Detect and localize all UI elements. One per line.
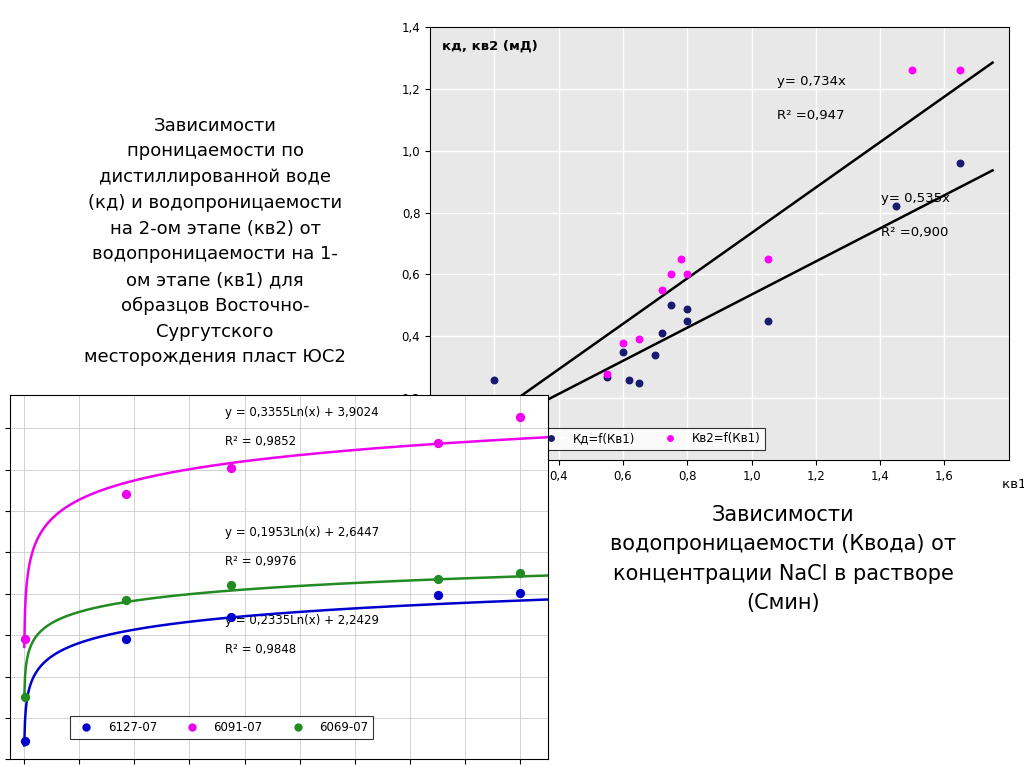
Legend: 6127-07, 6091-07, 6069-07: 6127-07, 6091-07, 6069-07 (70, 716, 373, 739)
Point (512, 567, 528, 579)
Text: R² = 0,9976: R² = 0,9976 (225, 555, 297, 568)
Кд=f(Кв1) (486, 374, 503, 386)
Кд=f(Кв1) (679, 302, 695, 314)
Кв2=f(Кв1) (760, 253, 776, 265)
Кд=f(Кв1) (486, 423, 503, 436)
Кд=f(Кв1) (614, 346, 631, 358)
Text: y= 0,535x: y= 0,535x (882, 192, 950, 205)
Кв2=f(Кв1) (952, 64, 969, 76)
Legend: Кд=f(Кв1), Кв2=f(Кв1): Кд=f(Кв1), Кв2=f(Кв1) (535, 427, 765, 450)
Point (118, 594, 134, 607)
Text: R² = 0,9852: R² = 0,9852 (225, 435, 296, 448)
Point (429, 437, 445, 449)
Кв2=f(Кв1) (631, 334, 647, 346)
Кд=f(Кв1) (952, 157, 969, 170)
Кд=f(Кв1) (599, 370, 615, 383)
Point (222, 462, 239, 474)
Кд=f(Кв1) (888, 200, 904, 212)
Кв2=f(Кв1) (614, 337, 631, 349)
Text: Зависимости
водопроницаемости (Квода) от
концентрации NaCl в растворе
(Смин): Зависимости водопроницаемости (Квода) от… (610, 505, 956, 614)
Text: y = 0,3355Ln(x) + 3,9024: y = 0,3355Ln(x) + 3,9024 (225, 406, 379, 419)
X-axis label: кв1 (мД): кв1 (мД) (1002, 478, 1024, 491)
Text: R² =0,900: R² =0,900 (882, 226, 948, 239)
Кд=f(Кв1) (631, 377, 647, 389)
Text: кд, кв2 (мД): кд, кв2 (мД) (441, 40, 538, 53)
Text: y= 0,734x: y= 0,734x (777, 74, 846, 87)
Point (118, 633, 134, 645)
Кв2=f(Кв1) (663, 268, 679, 281)
Point (17, 691, 34, 703)
Point (429, 589, 445, 601)
Text: R² =0,947: R² =0,947 (777, 109, 845, 122)
Point (512, 411, 528, 423)
Point (17, 633, 34, 645)
Point (17, 735, 34, 747)
Text: Зависимости
проницаемости по
дистиллированной воде
(кд) и водопроницаемости
на 2: Зависимости проницаемости по дистиллиров… (84, 117, 346, 367)
Кв2=f(Кв1) (599, 367, 615, 380)
Point (429, 573, 445, 585)
Кд=f(Кв1) (653, 328, 670, 340)
Кд=f(Кв1) (663, 299, 679, 311)
Кд=f(Кв1) (760, 314, 776, 327)
Point (222, 611, 239, 623)
Кв2=f(Кв1) (486, 411, 503, 423)
Point (118, 489, 134, 501)
Кв2=f(Кв1) (679, 268, 695, 281)
Кв2=f(Кв1) (904, 64, 921, 76)
Кв2=f(Кв1) (673, 253, 689, 265)
Text: R² = 0,9848: R² = 0,9848 (225, 643, 296, 656)
Кд=f(Кв1) (679, 314, 695, 327)
Text: y = 0,2335Ln(x) + 2,2429: y = 0,2335Ln(x) + 2,2429 (225, 614, 379, 627)
Кд=f(Кв1) (622, 374, 638, 386)
Text: y = 0,1953Ln(x) + 2,6447: y = 0,1953Ln(x) + 2,6447 (225, 526, 380, 539)
Point (512, 587, 528, 599)
Кв2=f(Кв1) (653, 284, 670, 296)
Кд=f(Кв1) (647, 349, 664, 361)
Point (222, 579, 239, 591)
